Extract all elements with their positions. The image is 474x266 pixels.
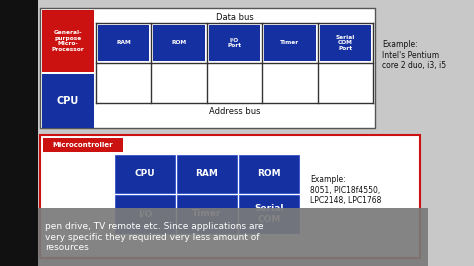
FancyBboxPatch shape xyxy=(319,25,371,61)
Text: Timer: Timer xyxy=(280,40,300,45)
FancyBboxPatch shape xyxy=(177,155,237,193)
FancyBboxPatch shape xyxy=(42,10,94,72)
Text: pen drive, TV remote etc. Since applications are
very specific they required ver: pen drive, TV remote etc. Since applicat… xyxy=(45,222,264,252)
Text: Example:
Intel's Pentium
core 2 duo, i3, i5: Example: Intel's Pentium core 2 duo, i3,… xyxy=(382,40,446,70)
Text: Data bus: Data bus xyxy=(216,13,254,22)
FancyBboxPatch shape xyxy=(40,135,420,258)
FancyBboxPatch shape xyxy=(115,155,175,193)
Text: I/O: I/O xyxy=(138,210,152,218)
FancyBboxPatch shape xyxy=(264,25,316,61)
Text: Address bus: Address bus xyxy=(209,106,260,115)
Text: Serial
COM: Serial COM xyxy=(254,204,284,224)
FancyBboxPatch shape xyxy=(209,25,260,61)
FancyBboxPatch shape xyxy=(115,195,175,233)
Text: RAM: RAM xyxy=(196,169,219,178)
FancyBboxPatch shape xyxy=(154,25,205,61)
Text: Microcontroller: Microcontroller xyxy=(53,142,113,148)
FancyBboxPatch shape xyxy=(38,208,428,266)
Text: I/O
Port: I/O Port xyxy=(228,38,242,48)
FancyBboxPatch shape xyxy=(239,195,299,233)
FancyBboxPatch shape xyxy=(177,195,237,233)
Text: Example:
8051, PIC18f4550,
LPC2148, LPC1768: Example: 8051, PIC18f4550, LPC2148, LPC1… xyxy=(310,175,382,205)
Text: ROM: ROM xyxy=(257,169,281,178)
FancyBboxPatch shape xyxy=(98,25,149,61)
FancyBboxPatch shape xyxy=(42,74,94,128)
Text: Timer: Timer xyxy=(192,210,222,218)
FancyBboxPatch shape xyxy=(40,8,375,128)
Text: RAM: RAM xyxy=(116,40,131,45)
Text: ROM: ROM xyxy=(172,40,187,45)
Text: CPU: CPU xyxy=(135,169,155,178)
Text: General-
purpose
Micro-
Processor: General- purpose Micro- Processor xyxy=(52,30,84,52)
Text: CPU: CPU xyxy=(57,96,79,106)
FancyBboxPatch shape xyxy=(0,0,38,266)
FancyBboxPatch shape xyxy=(43,138,123,152)
FancyBboxPatch shape xyxy=(239,155,299,193)
Text: Serial
COM
Port: Serial COM Port xyxy=(336,35,355,51)
